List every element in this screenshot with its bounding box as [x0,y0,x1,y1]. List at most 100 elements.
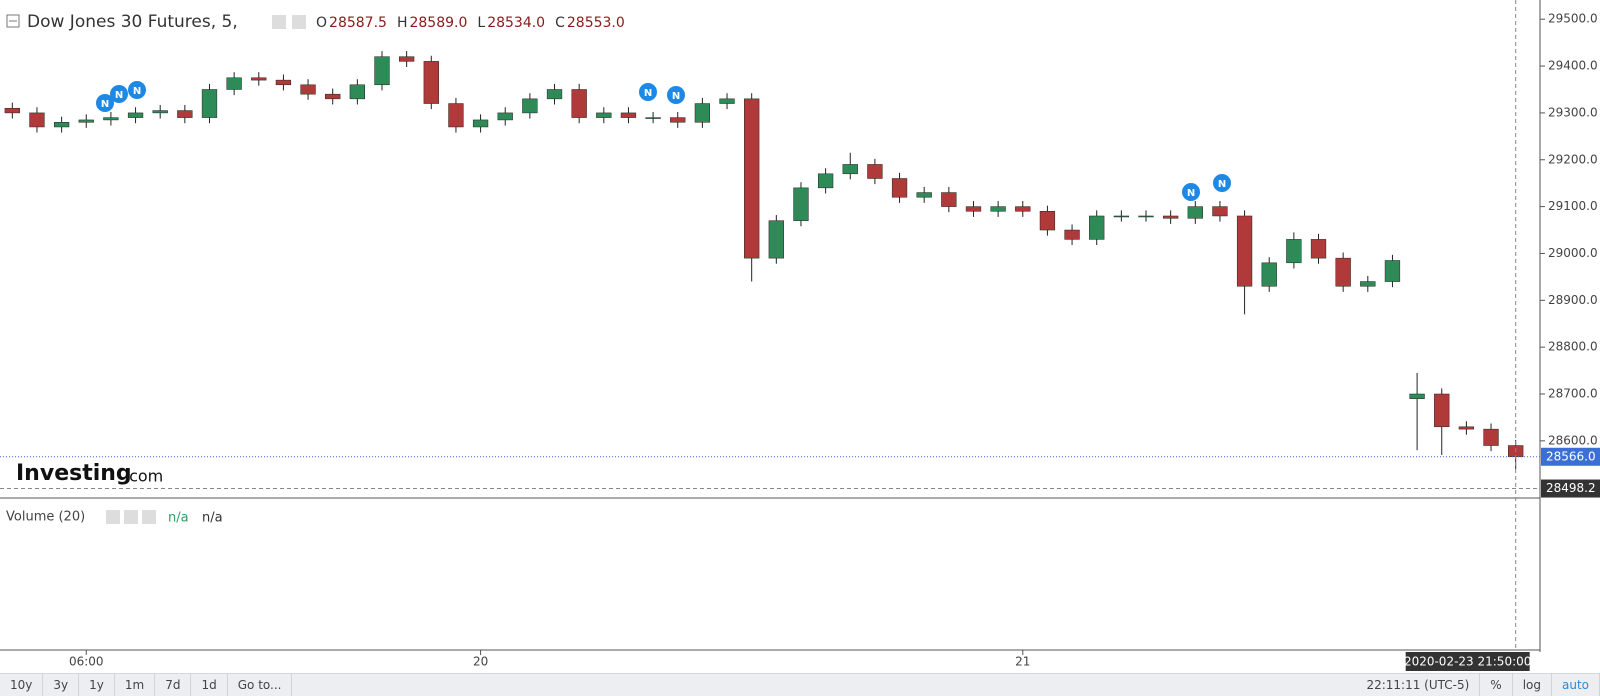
candle-body [817,173,834,189]
news-marker[interactable] [1213,174,1231,192]
candle-body [916,192,932,198]
candle-body [596,112,612,118]
news-marker[interactable] [110,85,128,103]
candle-body [103,117,119,121]
range-button[interactable]: 1y [79,674,115,696]
svg-text:N: N [644,88,652,99]
candle-body [1483,428,1499,446]
volume-value: n/a [168,511,189,526]
candle-body [127,112,144,118]
candle-body [374,56,390,86]
candle-body [1187,206,1203,219]
svg-text:N: N [1218,179,1226,190]
y-tick-label: 29100.0 [1548,199,1598,213]
news-marker[interactable] [667,86,685,104]
candle-body [1212,206,1228,217]
candle-body [29,112,45,128]
y-tick-label: 29300.0 [1548,105,1598,119]
ohlc-readout: O 28587.5 H 28589.0 L 28534.0 C 28553.0 [316,15,625,31]
range-button[interactable]: 10y [0,674,44,696]
candle-body [1335,257,1351,287]
candle-body [571,89,587,118]
range-button[interactable]: Go to... [228,674,293,696]
eye-icon[interactable] [106,510,120,524]
news-marker[interactable] [1182,183,1200,201]
y-tick-label: 28600.0 [1548,433,1598,447]
close-icon[interactable] [142,510,156,524]
news-marker[interactable] [96,94,114,112]
ohlc-value: 28587.5 [329,15,387,31]
news-marker[interactable] [128,81,146,99]
chart: Dow Jones 30 Futures, 5, O 28587.5 H 28589.… [0,0,1600,671]
y-tick-label: 28700.0 [1548,386,1598,400]
candle-body [719,98,735,104]
options-group: 22:11:11 (UTC-5)% log auto [1356,674,1600,696]
y-tick-label: 29200.0 [1548,152,1598,166]
candle-body [1236,215,1253,287]
chart-title: Dow Jones 30 Futures, 5, [27,12,238,32]
news-markers: N N N N N N N [96,81,1231,201]
ohlc-key: O [316,15,327,31]
svg-text:N: N [1187,188,1195,199]
candle-body [1384,260,1401,282]
crosshair-time-box [1405,652,1530,671]
logo-brand: Investing [16,461,132,486]
option-button[interactable]: log [1513,674,1552,696]
y-tick-label: 29400.0 [1548,59,1598,73]
range-group: 10y 3y 1y 1m 7d 1d Go to... [0,674,293,696]
candle-body [867,164,883,179]
candle-body [1434,393,1450,428]
candle-body [53,122,70,128]
volume-value: n/a [202,511,223,526]
candle-body [768,220,784,259]
candle-body [1015,206,1031,212]
candle-body [4,107,20,114]
settings-icon[interactable] [124,510,138,524]
ohlc-key: H [397,15,408,31]
candle-body [472,119,489,128]
range-button[interactable]: 1d [191,674,228,696]
option-button[interactable]: auto [1552,674,1600,696]
candle-body [990,206,1006,212]
x-tick-label: 06:00 [69,655,104,669]
candle-body [349,84,365,100]
y-tick-label: 28800.0 [1548,340,1598,354]
crosshair-time: 2020-02-23 21:50:00 [1404,655,1531,669]
candle-body [694,103,711,123]
x-tick-label: 21 [1015,655,1030,669]
svg-text:N: N [101,99,109,110]
option-button[interactable]: % [1480,674,1513,696]
candle-body [1163,215,1179,219]
collapse-icon[interactable] [6,14,20,28]
candle-body [177,110,193,118]
candle-body [497,112,513,121]
candle-body [1113,215,1129,218]
candle-body [226,77,242,90]
eye-icon[interactable] [272,15,286,29]
candle-body [744,98,760,259]
candle-body [1261,262,1277,287]
range-button[interactable]: 1m [115,674,156,696]
svg-text:N: N [672,91,680,102]
candle-body [965,206,982,212]
ohlc-key: L [477,15,485,31]
svg-text:N: N [133,86,141,97]
news-marker[interactable] [639,83,657,101]
candle-body [842,164,858,175]
candle-body [670,117,686,123]
candle-body [1089,215,1105,240]
candle-body [522,98,538,114]
crosshair-box [1541,479,1600,498]
range-button[interactable]: 7d [155,674,192,696]
settings-icon[interactable] [292,15,306,29]
candle-body [1286,239,1302,264]
range-button[interactable]: 3y [43,674,80,696]
candle-body [152,110,168,114]
candle-body [275,79,292,86]
last-price-box [1541,447,1600,466]
candle-body [423,61,439,104]
last-price-label: 28566.0 [1546,449,1596,463]
x-tick-label: 20 [473,655,488,669]
clock: 22:11:11 (UTC-5) [1356,674,1481,696]
